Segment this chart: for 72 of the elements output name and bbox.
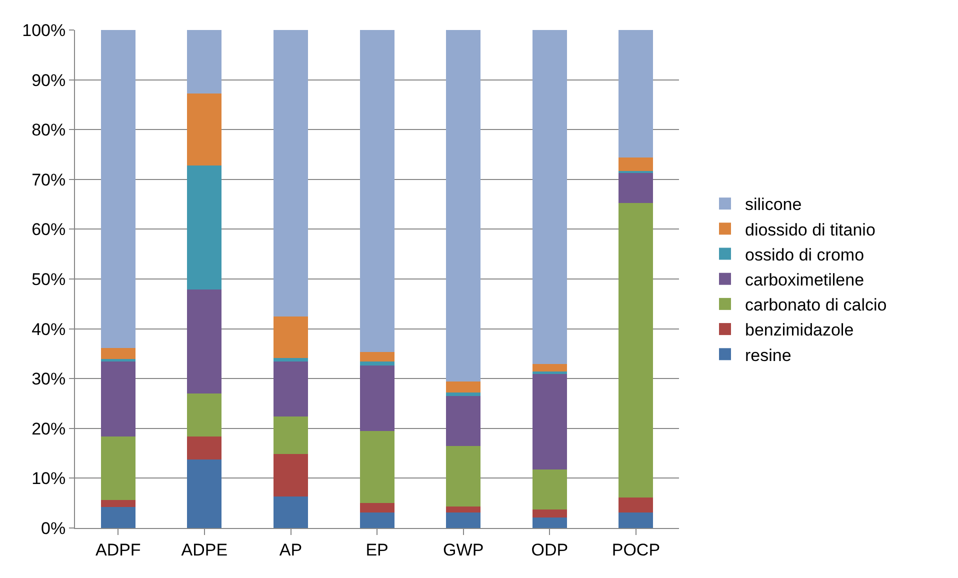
bar [446, 506, 481, 513]
bar [446, 512, 481, 528]
x-tick-label: ADPF [95, 540, 141, 560]
bar [187, 459, 222, 528]
y-tick-label: 10% [32, 469, 66, 488]
bar [100, 500, 136, 508]
bar [273, 454, 308, 497]
legend-label: carboximetilene [744, 270, 864, 290]
y-tick-label: 30% [32, 370, 66, 389]
bar [100, 436, 136, 500]
legend-label: ossido di cromo [744, 245, 864, 264]
x-tick-label: ODP [531, 540, 568, 560]
bar [187, 30, 222, 94]
y-tick-label: 20% [32, 419, 66, 438]
bar [532, 374, 567, 470]
bar [446, 392, 481, 396]
x-tick-label: AP [279, 540, 302, 560]
bar [273, 362, 308, 416]
bar [446, 396, 481, 446]
y-tick-label: 90% [32, 70, 66, 90]
bar [100, 362, 136, 436]
bar [100, 359, 136, 362]
bar [532, 364, 567, 372]
y-tick-label: 70% [32, 170, 66, 190]
bar [618, 157, 654, 171]
y-tick-label: 60% [32, 220, 66, 240]
bar [100, 348, 136, 360]
bar [532, 518, 567, 528]
y-tick-label: 0% [41, 518, 66, 538]
bar [360, 352, 394, 362]
bar [446, 446, 481, 507]
bar [532, 30, 567, 364]
bar [187, 436, 222, 460]
bar [273, 30, 308, 316]
bar [360, 512, 394, 528]
x-tick-label: EP [366, 540, 388, 560]
y-tick-label: 50% [32, 270, 66, 289]
bar [360, 430, 394, 504]
y-tick-label: 40% [32, 320, 66, 339]
bar [187, 94, 222, 166]
bar [187, 394, 222, 436]
legend-label: diossido di titanio [744, 220, 876, 240]
bar [360, 362, 394, 366]
bar [187, 165, 222, 290]
x-tick-label: GWP [443, 540, 484, 560]
bar [618, 512, 654, 528]
bar [273, 316, 308, 358]
bar [273, 416, 308, 454]
bar [532, 470, 567, 510]
y-tick-label: 100% [22, 20, 66, 40]
bar [273, 496, 308, 528]
bar [187, 289, 222, 394]
legend-label: benzimidazole [744, 320, 854, 340]
bar [618, 30, 654, 158]
bar [273, 358, 308, 362]
bar [360, 30, 394, 352]
bar [446, 30, 481, 382]
bar [360, 503, 394, 513]
bar [618, 202, 654, 498]
bar [446, 382, 481, 393]
bar [532, 510, 567, 518]
bar [360, 366, 394, 431]
x-tick-label: ADPE [181, 540, 228, 560]
bar [618, 172, 654, 203]
bar [100, 30, 136, 348]
x-tick-label: POCP [612, 540, 660, 560]
y-tick-label: 80% [32, 120, 66, 140]
bar [100, 507, 136, 528]
legend-label: silicone [744, 195, 802, 214]
bar [618, 498, 654, 513]
legend-label: carbonato di calcio [744, 296, 887, 315]
legend-label: resine [744, 346, 792, 365]
